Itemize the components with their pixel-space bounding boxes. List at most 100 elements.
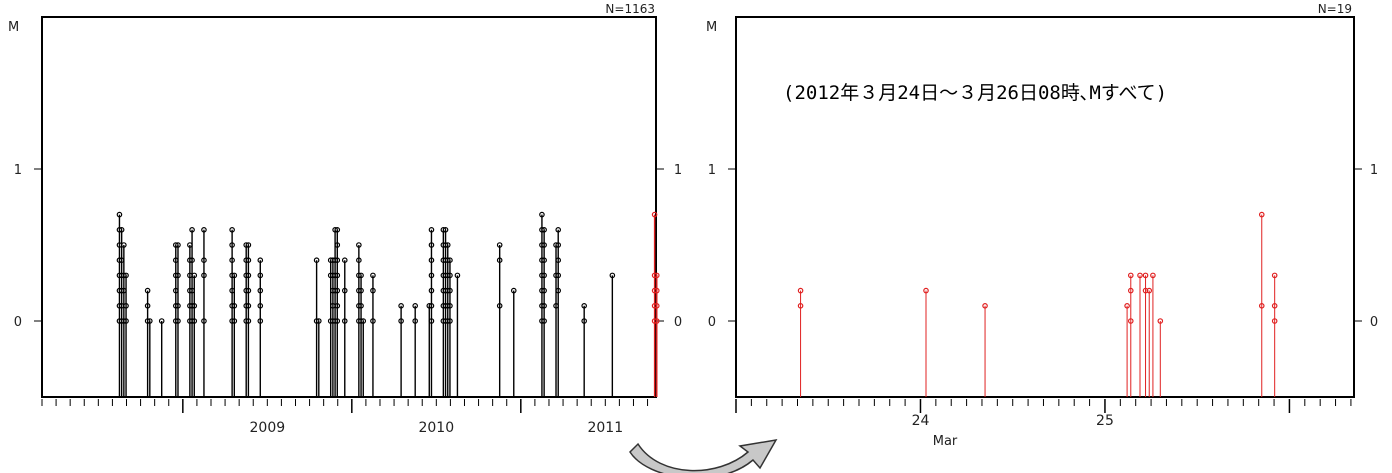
y-axis-label: M: [8, 20, 19, 35]
event-point: [539, 211, 545, 218]
event-point: [428, 287, 435, 294]
event-point: [1142, 287, 1149, 294]
event-point: [1137, 272, 1143, 279]
event-point: [229, 242, 235, 248]
event-point: [982, 302, 988, 309]
event-point: [175, 272, 181, 279]
event-point: [334, 287, 341, 294]
event-point: [1271, 302, 1278, 309]
event-point: [447, 272, 453, 279]
event-point: [428, 302, 435, 309]
event-point: [191, 318, 198, 324]
event-point: [334, 272, 341, 279]
event-point: [245, 272, 252, 279]
event-point: [334, 257, 341, 264]
event-point: [1258, 302, 1265, 309]
event-point: [609, 272, 616, 279]
event-point: [412, 302, 418, 309]
event-point: [231, 302, 238, 309]
event-point: [555, 242, 562, 248]
event-point: [123, 318, 129, 324]
event-point: [201, 227, 207, 233]
chart-annotation: (2012年３月24日～３月26日08時､Mすべて): [783, 82, 1167, 104]
event-point: [428, 272, 435, 279]
event-count-label: N=1163: [605, 2, 655, 16]
event-point: [797, 302, 804, 309]
event-point: [398, 318, 404, 324]
event-point: [1127, 318, 1134, 324]
chart-right: M N=19 0 0 1 1 24 25 Mar: [706, 2, 1378, 449]
event-point: [653, 302, 660, 309]
event-point: [245, 318, 252, 324]
event-point: [398, 302, 404, 309]
event-point: [653, 318, 660, 324]
event-point: [358, 272, 364, 279]
event-point: [1127, 272, 1134, 279]
event-point: [189, 257, 195, 264]
event-point: [123, 302, 129, 309]
y-tick-label-right: 1: [1370, 163, 1378, 178]
event-point: [447, 257, 453, 264]
event-point: [923, 287, 929, 294]
event-point: [428, 242, 435, 248]
x-tick-label: 25: [1096, 413, 1114, 429]
event-point: [555, 227, 562, 233]
event-point: [257, 287, 264, 294]
event-point: [257, 318, 264, 324]
event-point: [555, 257, 562, 264]
event-point: [175, 318, 181, 324]
event-point: [175, 302, 181, 309]
event-point: [189, 227, 195, 233]
event-point: [541, 242, 547, 248]
event-point: [356, 257, 362, 264]
event-point: [144, 287, 151, 294]
event-point: [1124, 302, 1130, 309]
curved-arrow-icon: [629, 439, 778, 473]
event-point: [158, 318, 165, 324]
event-point: [123, 272, 129, 279]
event-point: [121, 242, 127, 248]
x-axis-label: Mar: [933, 434, 958, 449]
event-point: [360, 318, 367, 324]
event-point: [257, 272, 264, 279]
event-point: [116, 211, 123, 218]
event-point: [541, 227, 547, 233]
event-point: [313, 257, 320, 264]
event-count-label: N=19: [1318, 2, 1352, 16]
event-point: [1271, 318, 1278, 324]
event-point: [541, 318, 547, 324]
y-tick-label: 0: [708, 315, 716, 330]
event-point: [651, 211, 658, 218]
event-point: [341, 318, 348, 324]
y-tick-label: 1: [708, 163, 716, 178]
y-tick-label: 0: [14, 315, 22, 330]
event-point: [1258, 211, 1265, 218]
plot-frame: [41, 16, 657, 398]
x-tick-label: 2010: [418, 420, 454, 436]
event-point: [231, 272, 238, 279]
event-point: [370, 272, 376, 279]
event-point: [797, 287, 804, 294]
event-point: [1150, 272, 1156, 279]
plot-frame: [735, 16, 1355, 398]
x-tick-label: 24: [912, 413, 930, 429]
event-point: [653, 287, 660, 294]
event-point: [447, 302, 453, 309]
event-point: [358, 302, 364, 309]
event-point: [334, 227, 341, 233]
event-point: [510, 287, 517, 294]
event-point: [175, 242, 181, 248]
event-point: [334, 302, 341, 309]
event-point: [316, 318, 322, 324]
event-point: [444, 242, 451, 248]
event-point: [541, 302, 547, 309]
y-axis-label: M: [706, 20, 717, 35]
event-point: [541, 272, 547, 279]
event-point: [356, 242, 362, 248]
event-point: [1146, 287, 1153, 294]
event-point: [496, 242, 503, 248]
event-point: [191, 302, 198, 309]
event-point: [144, 302, 151, 309]
event-point: [428, 227, 435, 233]
y-tick-label-right: 1: [674, 163, 682, 178]
